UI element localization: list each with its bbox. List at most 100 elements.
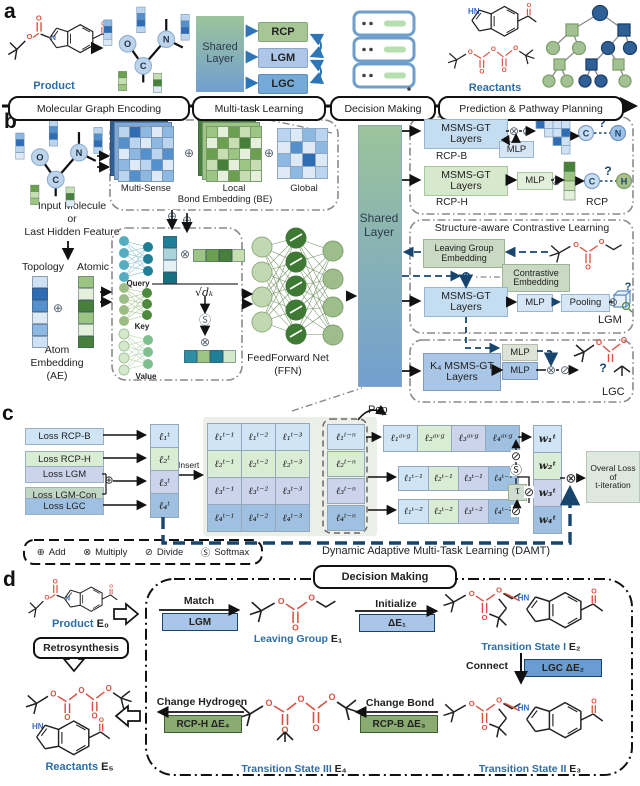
atomic-label: Atomic [76, 261, 110, 273]
task-lgm: LGM [258, 48, 308, 68]
mul-op-qk: ⊗ [179, 247, 191, 261]
add-op-down1: ⊕ [166, 209, 178, 223]
svg-text:H: H [621, 177, 628, 187]
mul-op-lgc: ⊗ [545, 363, 557, 377]
topology-label: Topology [21, 261, 65, 273]
operator-legend: ⊕ Add ⊗ Multiply ⊘ Divide Ⓢ Softmax [36, 546, 250, 560]
task-lgc: LGC [258, 74, 308, 94]
div-op-2: ⊘ [523, 485, 535, 499]
rcp-b-label: RCP-B [436, 151, 468, 162]
avg-cell: ℓ₄ᵃᵛᵍ [485, 425, 520, 452]
scale-factor-label: √dₖ [194, 286, 214, 299]
div-op-rcph: ⊘ [550, 174, 562, 188]
ae-caption-1: Atom [44, 344, 70, 356]
hist-cell: ℓ₃ᵗ⁻³ [275, 477, 310, 505]
decision-making-title: Decision Making [313, 565, 457, 589]
softmax-op: Ⓢ [509, 463, 523, 477]
svg-text:C: C [583, 129, 590, 139]
attention-output-vector [184, 350, 236, 363]
svg-text:N: N [615, 129, 622, 139]
tm1-cell: ℓ₃ᵗ⁻¹ [458, 466, 489, 491]
connect-label: Connect [466, 660, 508, 672]
w-cell-4: w₄ᵗ [533, 506, 562, 534]
mlp-b-box: MLP [499, 141, 534, 158]
svg-text:O: O [621, 336, 627, 345]
svg-text:?: ? [599, 361, 606, 375]
hist-cell: ℓ₁ᵗ⁻³ [275, 423, 310, 451]
transition-state-2-molecule [444, 696, 603, 738]
tm2-cell: ℓ₁ᵗ⁻² [398, 499, 429, 524]
contrastive-embedding-box: Contrastive Embedding [502, 264, 570, 292]
de1-action-box: ΔE₁ [359, 614, 435, 632]
lgm-label: LGM [598, 314, 622, 326]
hist-cell: ℓ₁ᵗ⁻² [241, 423, 276, 451]
avg-cell: ℓ₂ᵃᵛᵍ [417, 425, 452, 452]
div-op-1: ⊘ [510, 449, 522, 463]
lgc-molecule: O O ? [573, 336, 631, 376]
lgc-action-box: LGC ΔE₂ [524, 659, 602, 677]
rcph-action-box: RCP-H ΔE₄ [164, 715, 242, 733]
stage-decision-making: Decision Making [330, 96, 436, 121]
svg-text:HN: HN [468, 7, 480, 16]
add-op-be1: ⊕ [183, 146, 195, 160]
pop-cell: ℓ₁ᵗ⁻ⁿ [327, 424, 365, 450]
server-icon [352, 10, 416, 91]
mul-op-rcpb: ⊗ [508, 124, 520, 138]
product-molecule-d [29, 578, 118, 617]
multiply-icon: ⊗ [83, 546, 92, 558]
shared-layer-box-a: Shared Layer [196, 16, 244, 92]
leaving-group-molecule [249, 591, 337, 634]
hist-cell: ℓ₂ᵗ⁻³ [275, 450, 310, 478]
product-label-d: Product E₀ [52, 618, 109, 630]
lgc-label: LGC [602, 386, 625, 398]
avg-cell: ℓ₃ᵃᵛᵍ [451, 425, 486, 452]
mul-op-lgm: ⊗ [607, 295, 619, 309]
input-caption-3: Last Hidden Feature [24, 226, 120, 238]
value-network-icon [118, 328, 153, 376]
avg-cell: ℓ₁ᵃᵛᵍ [383, 425, 418, 452]
stage-multi-task-learning: Multi-task Learning [192, 96, 326, 121]
add-op-down2: ⊕ [181, 213, 193, 227]
w-cell-2: w₂ᵗ [533, 452, 562, 480]
mlp-lgc-top-box: MLP [502, 344, 538, 361]
bond-matrix-icon [535, 119, 571, 155]
input-caption-1: Input Molecule [37, 200, 107, 212]
change-hydrogen-label: Change Hydrogen [156, 696, 248, 708]
softmax-icon: Ⓢ [200, 548, 211, 559]
task-rcp: RCP [258, 22, 308, 42]
overall-loss-box: Overal Loss of t-iteration [586, 451, 640, 503]
match-label: Match [183, 595, 215, 607]
mul-op-overall: ⊗ [565, 470, 577, 486]
stage-prediction-pathway-planning: Prediction & Pathway Planning [438, 96, 624, 121]
add-op-lgm-losses: ⊕ [104, 474, 114, 487]
global-matrix-icon [277, 128, 328, 179]
hist-cell: ℓ₃ᵗ⁻¹ [207, 477, 242, 505]
query-label: Query [126, 279, 150, 288]
rcpb-action-box: RCP-B ΔE₃ [360, 715, 438, 733]
multi-sense-label: Multi-Sense [120, 183, 172, 194]
multi-sense-matrix-icon [118, 126, 174, 182]
tm2-cell: ℓ₃ᵗ⁻² [458, 499, 489, 524]
input-molecule-graph [16, 120, 102, 206]
w-cell-3: w₃ᵗ [533, 479, 562, 507]
damt-label: Dynamic Adaptive Multi-Task Learning (DA… [321, 545, 551, 557]
product-molecule-a [8, 14, 110, 60]
loss-rcp-b: Loss RCP-B [25, 428, 104, 445]
topology-vector [32, 276, 48, 348]
bond-embedding-caption: Bond Embedding (BE) [177, 194, 273, 205]
key-network-icon [119, 283, 152, 326]
hist-cell: ℓ₁ᵗ⁻¹ [207, 423, 242, 451]
leaving-group-embedding-box: Leaving Group Embedding [423, 239, 505, 268]
value-label: Value [135, 372, 157, 381]
ts2-label: Transition State II E₃ [478, 763, 582, 775]
insert-label: Insert [178, 460, 200, 470]
pooling-box: Pooling [561, 294, 610, 312]
ts3-label: Transition State III E₄ [241, 763, 347, 775]
shared-layer-bar [358, 125, 402, 387]
ae-caption-3: (AE) [46, 370, 68, 382]
add-op-be2: ⊕ [263, 146, 275, 160]
hist-cell: ℓ₃ᵗ⁻² [241, 477, 276, 505]
reactants-molecules-d: HN [25, 683, 133, 756]
loss-cell-t2: ℓ₂ᵗ [150, 447, 179, 472]
loss-cell-t3: ℓ₃ᵗ [150, 470, 179, 495]
